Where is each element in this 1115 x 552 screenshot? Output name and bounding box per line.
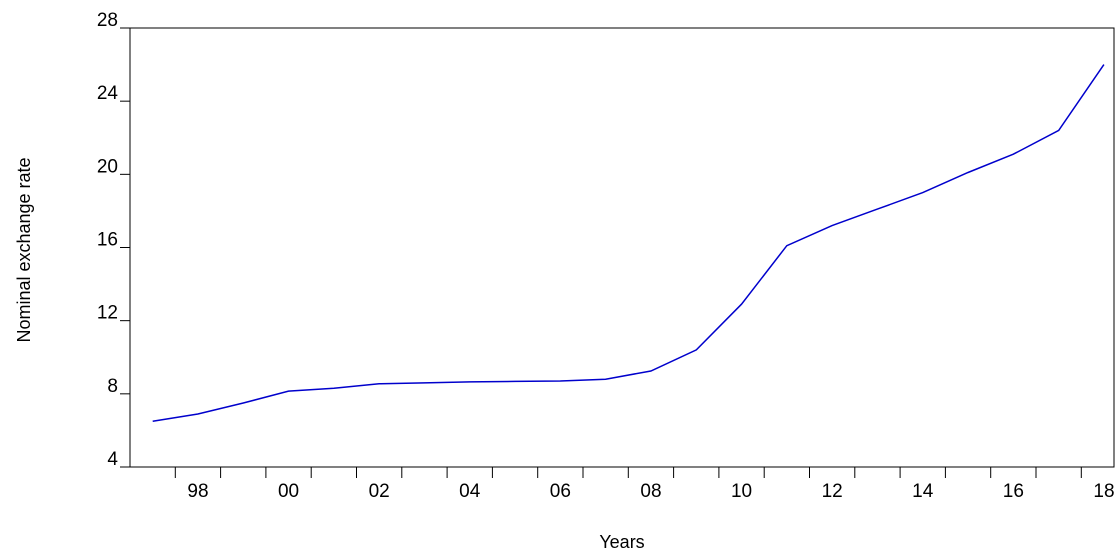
- x-tick-label: 16: [1003, 481, 1024, 502]
- x-tick-label: 98: [187, 481, 208, 502]
- x-tick-label: 02: [369, 481, 390, 502]
- y-tick-label: 24: [97, 83, 119, 104]
- y-axis-title: Nominal exchange rate: [14, 157, 34, 342]
- y-tick-label: 20: [97, 156, 118, 177]
- y-tick-label: 28: [97, 10, 118, 31]
- x-tick-label: 00: [278, 481, 299, 502]
- y-tick-label: 8: [107, 376, 118, 397]
- x-tick-label: 10: [731, 481, 752, 502]
- x-tick-label: 04: [459, 481, 481, 502]
- x-tick-label: 12: [822, 481, 843, 502]
- y-tick-label: 12: [97, 303, 118, 324]
- y-tick-label: 16: [97, 230, 118, 251]
- x-tick-label: 18: [1093, 481, 1114, 502]
- y-tick-label: 4: [107, 449, 118, 470]
- plot-frame: [129, 27, 1115, 468]
- data-line: [152, 64, 1105, 423]
- x-tick-label: 14: [912, 481, 934, 502]
- x-axis-title: Years: [599, 532, 644, 552]
- x-tick-label: 08: [640, 481, 661, 502]
- x-tick-label: 06: [550, 481, 571, 502]
